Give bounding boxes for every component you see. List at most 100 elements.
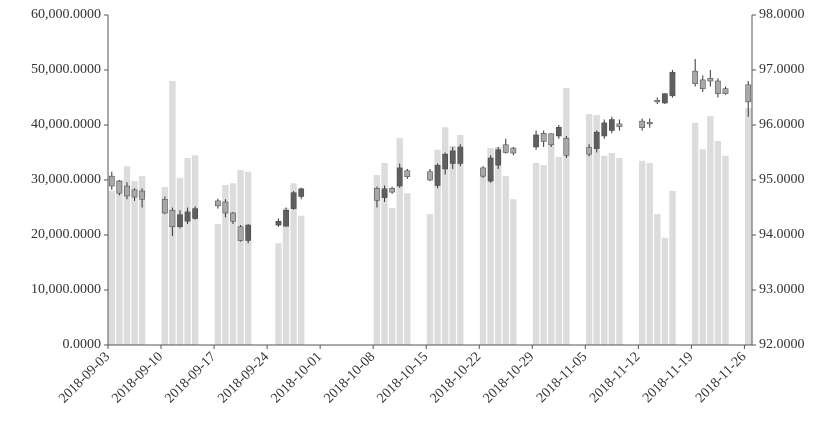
- candle-body: [290, 192, 297, 209]
- volume-bar: [585, 114, 593, 345]
- x-tick-label: 2018-10-29: [481, 349, 538, 406]
- volume-bar: [563, 88, 570, 346]
- volume-bar: [381, 162, 388, 345]
- candle-body: [616, 123, 623, 127]
- candle-body: [396, 167, 403, 187]
- candle-body: [108, 175, 115, 187]
- x-tick-label: 2018-11-19: [640, 349, 696, 405]
- volume-bar: [441, 127, 449, 345]
- volume-bar: [290, 183, 297, 345]
- x-tick-label: 2018-10-15: [375, 349, 432, 406]
- volume-bar: [244, 171, 252, 345]
- candle-body: [699, 79, 706, 89]
- candle-body: [177, 214, 183, 227]
- volume-bar: [108, 191, 115, 345]
- candle-body: [654, 100, 661, 103]
- volume-bar: [282, 208, 290, 345]
- volume-bar: [184, 158, 191, 345]
- y-tick-label: 40,000.0000: [31, 117, 101, 132]
- volume-bar: [608, 153, 616, 345]
- volume-bar: [161, 187, 169, 345]
- x-tick-label: 2018-11-26: [693, 349, 749, 405]
- volume-bar: [373, 175, 381, 345]
- candle-body: [662, 93, 668, 104]
- candle-body: [434, 164, 441, 186]
- candle-body: [601, 122, 608, 137]
- candle-body: [374, 188, 380, 201]
- candle-body: [404, 170, 411, 177]
- candle-body: [161, 199, 168, 214]
- candle-body: [275, 221, 282, 226]
- x-tick-label: 2018-10-01: [268, 349, 325, 406]
- candle-body: [646, 122, 653, 125]
- candle-body: [442, 153, 449, 170]
- volume-bar: [457, 134, 464, 345]
- volume-bar: [131, 181, 138, 345]
- y2-tick-label: 97.0000: [759, 62, 805, 77]
- candle-body: [192, 208, 198, 219]
- candle-body: [745, 84, 752, 103]
- candle-body: [169, 210, 176, 227]
- x-tick-label: 2018-11-12: [587, 349, 643, 405]
- volume-bar: [548, 144, 555, 345]
- volume-bar: [593, 115, 600, 345]
- candle-body: [502, 144, 509, 153]
- candle-body: [533, 134, 539, 148]
- volume-bar: [388, 208, 396, 345]
- y-tick-label: 20,000.0000: [31, 227, 101, 242]
- volume-bar: [532, 162, 540, 345]
- candle-body: [215, 200, 221, 207]
- volume-bar: [426, 214, 434, 345]
- y-tick-label: 0.0000: [63, 337, 102, 352]
- candle-body: [487, 157, 494, 182]
- volume-bar: [510, 199, 517, 345]
- volume-bar: [699, 149, 706, 345]
- y2-tick-label: 93.0000: [759, 282, 805, 297]
- candle-body: [245, 224, 252, 241]
- y-tick-label: 50,000.0000: [31, 62, 101, 77]
- candle-body: [222, 201, 229, 214]
- volume-bar: [691, 122, 699, 345]
- candle-body: [722, 88, 729, 94]
- candle-body: [283, 210, 289, 227]
- candle-body: [593, 131, 600, 149]
- candle-body: [237, 226, 244, 241]
- candle-body: [230, 212, 236, 222]
- candle-body: [381, 188, 388, 198]
- volume-bar: [494, 147, 502, 345]
- candle-body: [707, 78, 714, 82]
- candle-body: [586, 147, 592, 155]
- candle-body: [715, 80, 721, 94]
- y2-tick-label: 94.0000: [759, 227, 805, 242]
- volume-bar: [434, 149, 441, 345]
- candle-body: [692, 70, 699, 84]
- candle-body: [298, 188, 305, 197]
- candle-body: [510, 147, 517, 154]
- candle-body: [124, 185, 130, 197]
- volume-bar: [237, 170, 244, 345]
- x-tick-label: 2018-10-08: [321, 349, 378, 406]
- volume-bar: [298, 215, 305, 345]
- volume-bar: [714, 140, 722, 345]
- volume-bar: [229, 183, 237, 345]
- candle-body: [457, 146, 464, 164]
- candle-body: [540, 133, 547, 142]
- volume-bar: [669, 191, 676, 345]
- volume-bar: [214, 224, 222, 345]
- candle-body: [116, 180, 123, 194]
- y2-tick-label: 98.0000: [759, 7, 805, 22]
- candle-body: [449, 150, 456, 164]
- volume-bar: [275, 243, 282, 345]
- volume-bar: [396, 138, 403, 345]
- volume-bar: [123, 166, 131, 345]
- candle-body: [555, 126, 562, 137]
- candle-body: [389, 188, 395, 193]
- volume-bar: [191, 155, 199, 345]
- x-tick-label: 2018-09-03: [56, 349, 113, 406]
- volume-bar: [138, 176, 146, 345]
- y2-tick-label: 95.0000: [759, 172, 805, 187]
- candle-body: [139, 190, 145, 200]
- y-tick-label: 30,000.0000: [31, 172, 101, 187]
- volume-bar: [745, 107, 752, 345]
